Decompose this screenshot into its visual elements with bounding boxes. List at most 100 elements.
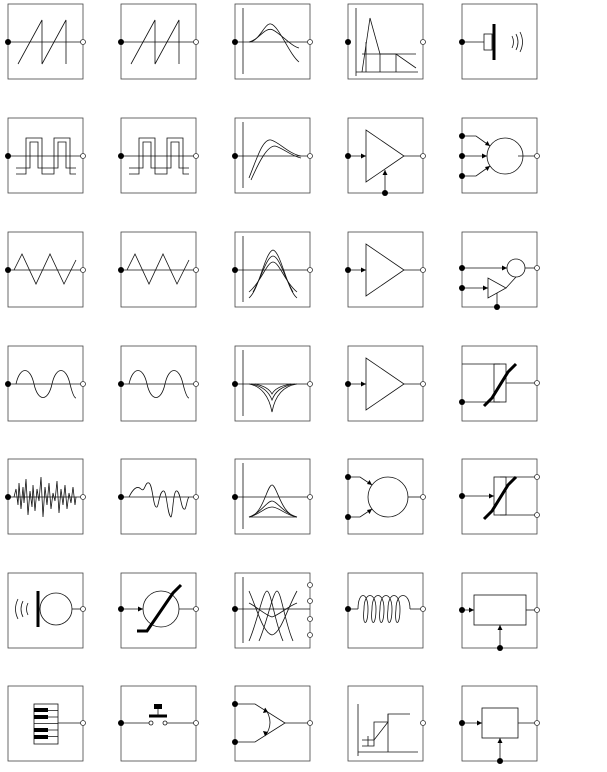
symbol-random-waveform-generator — [118, 458, 199, 535]
output-terminal — [420, 267, 426, 273]
output-terminal — [193, 381, 199, 387]
output-terminal — [307, 720, 313, 726]
input-terminal — [232, 701, 238, 707]
input-terminal — [232, 494, 238, 500]
input-terminal — [5, 267, 11, 273]
output-terminal — [193, 720, 199, 726]
output-terminal — [80, 381, 86, 387]
input-terminal — [459, 173, 465, 179]
symbol-sine-wave-oscillator-a — [5, 345, 86, 422]
symbol-crossfader — [232, 685, 313, 762]
output-terminal — [80, 153, 86, 159]
input-terminal — [459, 399, 465, 405]
output-terminal — [307, 582, 313, 588]
input-terminal — [459, 493, 465, 499]
output-terminal — [534, 607, 540, 613]
input-terminal — [459, 153, 465, 159]
symbol-summing-mixer — [345, 458, 426, 535]
output-terminal — [420, 153, 426, 159]
output-terminal — [420, 39, 426, 45]
input-terminal — [5, 153, 11, 159]
input-terminal — [345, 606, 351, 612]
output-terminal — [420, 606, 426, 612]
input-terminal — [232, 267, 238, 273]
input-terminal — [345, 153, 351, 159]
symbol-adsr-envelope — [345, 3, 426, 80]
symbol-waveshaper — [118, 572, 199, 649]
control-terminal — [494, 304, 500, 310]
symbol-microphone — [7, 572, 86, 649]
symbol-voltage-controlled-amplifier — [345, 117, 426, 196]
input-terminal — [345, 514, 351, 520]
input-terminal — [232, 153, 238, 159]
symbol-voltage-controlled-resistor-b — [459, 458, 540, 535]
output-terminal — [307, 632, 313, 638]
output-terminal — [80, 267, 86, 273]
input-terminal — [118, 494, 124, 500]
output-terminal — [534, 474, 540, 480]
symbol-push-button — [118, 685, 199, 762]
input-terminal — [118, 720, 124, 726]
input-terminal — [232, 606, 238, 612]
symbol-noise-generator — [5, 458, 86, 535]
symbol-sawtooth-oscillator-a — [5, 3, 86, 80]
symbol-sine-wave-oscillator-b — [118, 345, 199, 422]
symbol-square-wave-oscillator-a — [5, 117, 86, 194]
output-terminal — [193, 153, 199, 159]
input-terminal — [345, 381, 351, 387]
input-terminal — [459, 285, 465, 291]
output-terminal — [80, 606, 86, 612]
symbol-notch-filter — [232, 345, 313, 422]
input-terminal — [459, 265, 465, 271]
output-terminal — [420, 494, 426, 500]
input-terminal — [5, 381, 11, 387]
symbol-envelope-generator-b — [232, 117, 313, 194]
symbol-step-response-limiter — [347, 685, 426, 762]
symbol-loudspeaker — [459, 3, 538, 80]
output-terminal — [534, 720, 540, 726]
output-terminal — [534, 153, 540, 159]
output-terminal — [534, 512, 540, 518]
control-terminal — [497, 645, 503, 651]
input-terminal — [118, 39, 124, 45]
symbol-keyboard-controller — [7, 685, 86, 762]
control-terminal — [497, 758, 503, 764]
input-terminal — [118, 381, 124, 387]
symbol-square-wave-oscillator-b — [118, 117, 199, 194]
symbol-amplifier-a — [345, 231, 426, 308]
output-terminal — [193, 39, 199, 45]
output-terminal — [420, 381, 426, 387]
symbol-processor-module — [459, 572, 540, 651]
input-terminal — [118, 606, 124, 612]
input-terminal — [345, 267, 351, 273]
output-terminal — [307, 267, 313, 273]
symbol-envelope-generator-a — [232, 3, 313, 80]
output-terminal — [307, 616, 313, 622]
output-terminal — [307, 39, 313, 45]
symbol-sawtooth-oscillator-b — [118, 3, 199, 80]
output-terminal — [193, 606, 199, 612]
input-terminal — [232, 381, 238, 387]
symbol-resonant-filter — [232, 458, 313, 535]
output-terminal — [307, 598, 313, 604]
input-terminal — [5, 494, 11, 500]
symbol-modulator — [459, 231, 540, 310]
output-terminal — [80, 39, 86, 45]
output-terminal — [420, 720, 426, 726]
output-terminal — [80, 720, 86, 726]
input-terminal — [345, 39, 351, 45]
input-terminal — [345, 474, 351, 480]
output-terminal — [80, 494, 86, 500]
output-terminal — [307, 153, 313, 159]
input-terminal — [459, 607, 465, 613]
symbol-amplifier-b — [345, 345, 426, 422]
input-terminal — [459, 133, 465, 139]
input-terminal — [118, 267, 124, 273]
control-terminal — [382, 190, 388, 196]
output-terminal — [307, 494, 313, 500]
input-terminal — [5, 39, 11, 45]
output-terminal — [534, 380, 540, 386]
input-terminal — [232, 39, 238, 45]
